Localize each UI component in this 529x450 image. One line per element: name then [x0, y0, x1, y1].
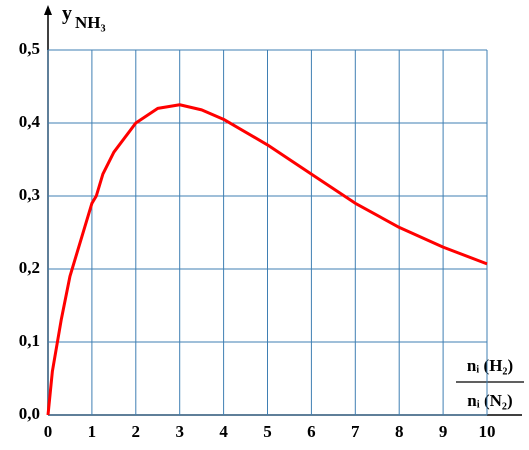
y-tick-label: 0,4 [19, 112, 41, 131]
y-tick-label: 0,0 [19, 404, 40, 423]
x-axis-label-bottom: nᵢ (N₂) [467, 391, 512, 410]
x-tick-label: 4 [219, 422, 228, 441]
y-axis-label-sub: NH₃ [75, 13, 106, 32]
y-tick-label: 0,2 [19, 258, 40, 277]
x-tick-label: 9 [439, 422, 448, 441]
y-tick-label: 0,1 [19, 331, 40, 350]
y-axis-arrow [44, 5, 52, 15]
x-tick-label: 1 [88, 422, 97, 441]
x-tick-label: 10 [479, 422, 496, 441]
x-tick-label: 2 [132, 422, 141, 441]
line-series [46, 103, 488, 416]
x-tick-label: 8 [395, 422, 404, 441]
x-tick-label: 5 [263, 422, 272, 441]
x-tick-label: 3 [175, 422, 184, 441]
x-tick-label: 7 [351, 422, 360, 441]
y-tick-label: 0,5 [19, 39, 40, 58]
x-tick-label: 6 [307, 422, 316, 441]
y-axis-label: y [62, 3, 72, 25]
y-tick-label: 0,3 [19, 185, 40, 204]
x-axis-label-top: nᵢ (H₂) [467, 356, 513, 375]
x-tick-label: 0 [44, 422, 53, 441]
